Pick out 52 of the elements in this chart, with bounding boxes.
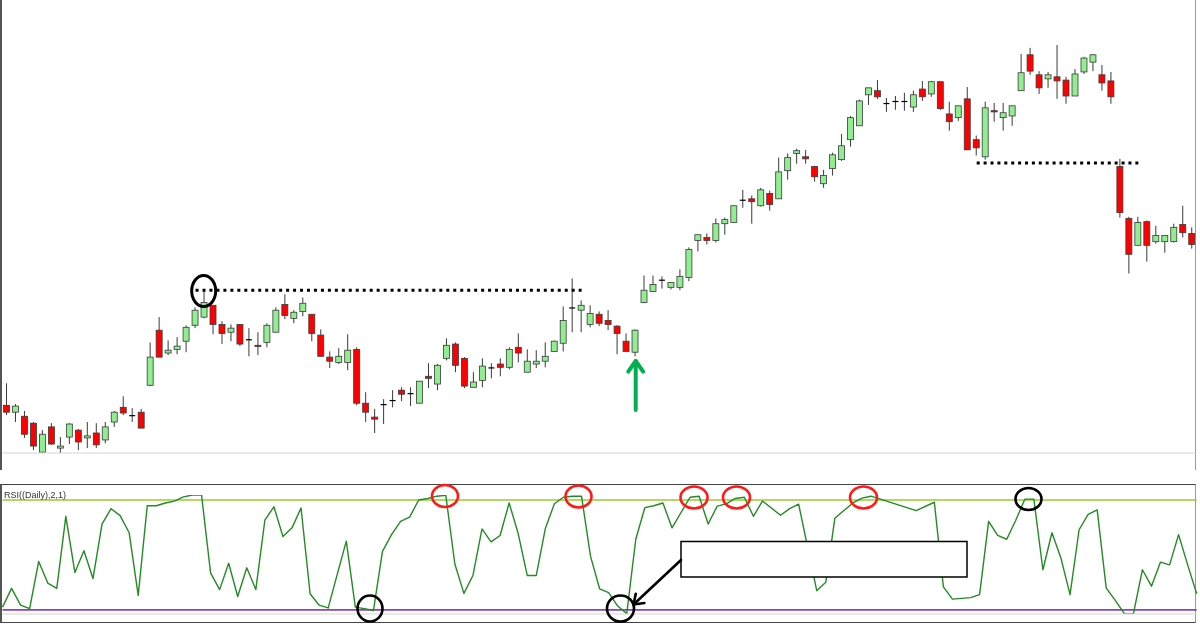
candlestick	[847, 115, 854, 148]
candlestick	[74, 428, 82, 451]
candlestick	[92, 422, 100, 449]
candlestick	[1143, 219, 1151, 263]
candlestick	[1026, 47, 1034, 76]
candlestick	[182, 324, 190, 353]
candlestick	[757, 187, 765, 208]
candlestick	[945, 101, 953, 132]
candlestick	[766, 190, 774, 212]
chart-title: RSI((Daily),2,1)	[4, 490, 67, 500]
candlestick	[909, 90, 917, 113]
candlestick	[613, 324, 621, 355]
candlestick	[748, 195, 756, 225]
candlestick	[3, 382, 10, 416]
candlestick	[362, 391, 370, 423]
candlestick	[559, 306, 567, 352]
candlestick	[784, 153, 792, 181]
candlestick	[65, 422, 73, 445]
candlestick	[829, 152, 836, 177]
candlestick	[1017, 53, 1025, 92]
candlestick	[505, 346, 513, 370]
candlestick	[173, 336, 181, 355]
candlestick	[577, 299, 585, 333]
candlestick	[478, 357, 486, 388]
candlestick	[990, 102, 998, 123]
candlestick	[137, 408, 145, 429]
candlestick	[1188, 226, 1196, 250]
candlestick	[1179, 205, 1187, 239]
candlestick	[299, 297, 307, 317]
candlestick	[541, 341, 549, 368]
candlestick	[514, 332, 522, 363]
candlestick	[101, 421, 109, 444]
candlestick	[838, 133, 845, 162]
candlestick	[47, 422, 55, 446]
candlestick	[308, 313, 316, 342]
candlestick	[425, 362, 432, 389]
candlestick	[344, 333, 352, 371]
candlestick	[972, 135, 980, 157]
candlestick	[83, 421, 91, 449]
candlestick	[452, 341, 459, 373]
candlestick	[21, 410, 28, 439]
candlestick	[434, 363, 441, 391]
candlestick	[317, 328, 325, 357]
candlestick	[416, 380, 423, 404]
candlestick	[119, 395, 127, 416]
candlestick	[371, 408, 379, 434]
candlestick	[30, 421, 37, 451]
candlestick	[874, 79, 881, 100]
candlestick	[918, 80, 926, 102]
candlestick	[523, 348, 531, 373]
candlestick	[254, 331, 262, 356]
candlestick	[443, 337, 450, 361]
